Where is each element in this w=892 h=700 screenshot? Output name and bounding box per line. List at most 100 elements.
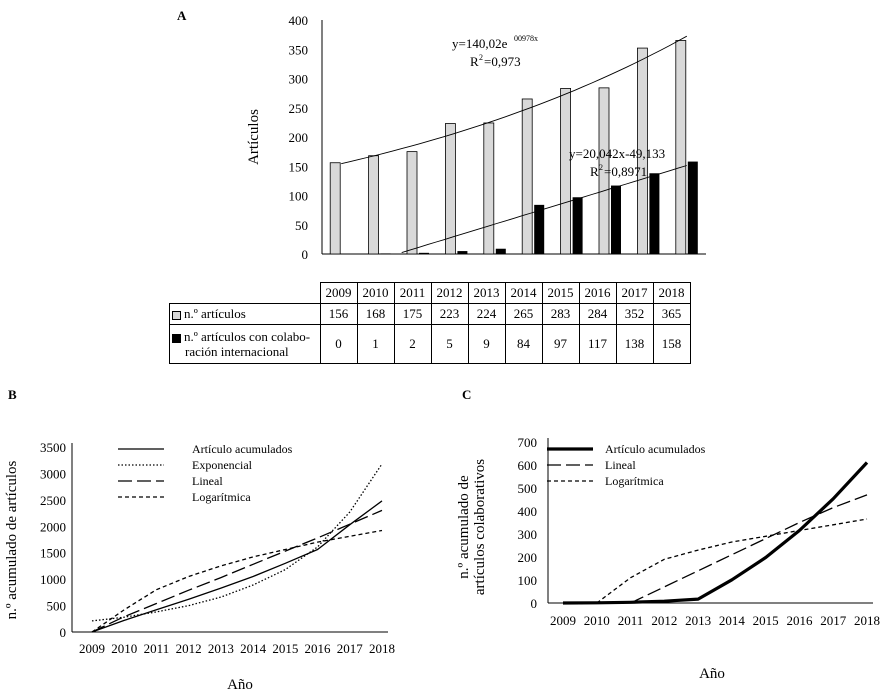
series-line-shortdash (596, 518, 868, 604)
r2-superscript: 2 (599, 163, 603, 172)
bar-collab (687, 161, 698, 254)
trend-equation-exp: y=140,02e (452, 36, 508, 51)
bar-articles (368, 155, 380, 255)
legend-label: Lineal (605, 458, 636, 472)
table-year-cell: 2009 (319, 282, 358, 304)
table-row-label: n.º artículos con colabo- ración interna… (169, 324, 321, 364)
bar-collab (457, 251, 468, 254)
y-tick-label: 300 (289, 72, 309, 87)
y-axis-title-line1: n.º acumulado de (456, 475, 472, 579)
r2-value-lin: =0,8971 (604, 164, 647, 179)
bar-collab (419, 252, 429, 254)
bar-collab (649, 173, 660, 254)
y-tick-label: 400 (289, 13, 309, 28)
y-tick-label: 3000 (40, 466, 66, 481)
bar-collab (534, 204, 545, 254)
series-name: n.º artículos (184, 306, 246, 321)
series-line-thick (562, 461, 869, 605)
y-tick-label: 500 (518, 481, 538, 496)
y-tick-label: 400 (518, 504, 538, 519)
panel-a-label: A (177, 8, 187, 23)
series-line-longdash (91, 509, 383, 633)
table-year-cell: 2017 (615, 282, 654, 304)
table-header-row: 2009 2010 2011 2012 2013 2014 2015 2016 … (169, 282, 691, 304)
x-tick-label: 2012 (176, 641, 202, 656)
x-tick-label: 2014 (240, 641, 267, 656)
table-row-articles: n.º artículos 156 168 175 223 224 265 28… (169, 303, 691, 325)
y-tick-label: 0 (60, 625, 67, 640)
y-axis-title-line2: artículos colaborativos (472, 459, 488, 595)
panel-c-label: C (462, 387, 472, 402)
x-tick-label: 2010 (111, 641, 137, 656)
table-cell: 84 (504, 324, 543, 364)
data-table: 2009 2010 2011 2012 2013 2014 2015 2016 … (169, 282, 691, 364)
y-tick-label: 200 (518, 550, 538, 565)
x-tick-label: 2018 (369, 641, 395, 656)
y-tick-label: 100 (518, 573, 538, 588)
y-tick-label: 150 (289, 159, 309, 174)
table-cell: 223 (430, 303, 469, 325)
r2-superscript: 2 (479, 53, 483, 62)
x-tick-label: 2010 (584, 613, 610, 628)
y-tick-label: 100 (289, 189, 309, 204)
table-year-cell: 2016 (578, 282, 617, 304)
series-line-shortdash (91, 529, 383, 633)
table-cell: 283 (541, 303, 580, 325)
y-tick-label: 300 (518, 527, 538, 542)
x-tick-label: 2016 (786, 613, 813, 628)
y-tick-label: 600 (518, 458, 538, 473)
bar-collab (572, 197, 583, 254)
table-cell: 158 (652, 324, 691, 364)
x-tick-label: 2013 (685, 613, 711, 628)
x-tick-label: 2013 (208, 641, 234, 656)
series-line-longdash (630, 494, 868, 604)
legend-label: Artículo acumulados (192, 442, 293, 456)
x-tick-label: 2017 (820, 613, 847, 628)
table-cell: 284 (578, 303, 617, 325)
bar-collab (495, 248, 506, 254)
x-tick-label: 2011 (618, 613, 644, 628)
table-cell: 156 (319, 303, 358, 325)
x-tick-label: 2015 (272, 641, 298, 656)
bar-articles (329, 162, 341, 255)
y-tick-label: 2500 (40, 493, 66, 508)
legend-label: Logarítmica (605, 474, 664, 488)
legend-label: Exponencial (192, 458, 253, 472)
x-axis-title: Año (699, 666, 725, 682)
legend-label: Lineal (192, 474, 223, 488)
r2-label-exp: R (470, 54, 479, 69)
table-cell: 168 (356, 303, 395, 325)
table-year-cell: 2011 (393, 282, 432, 304)
table-row-label: n.º artículos (169, 303, 321, 325)
table-cell: 9 (467, 324, 506, 364)
legend-swatch-gray (172, 310, 181, 320)
table-year-cell: 2012 (430, 282, 469, 304)
table-year-cell: 2018 (652, 282, 691, 304)
series-name-line1: n.º artículos con colabo- (184, 329, 311, 344)
bar-articles (675, 40, 687, 255)
trendline-exponential (341, 35, 688, 165)
bar-articles (521, 98, 533, 255)
bar-articles (637, 47, 648, 255)
series-line-solid (91, 500, 383, 633)
y-tick-label: 0 (302, 247, 309, 262)
y-tick-label: 2000 (40, 519, 66, 534)
table-cell: 224 (467, 303, 506, 325)
table-cell: 1 (356, 324, 395, 364)
y-tick-label: 1500 (40, 546, 66, 561)
table-year-cell: 2014 (504, 282, 543, 304)
trend-exponent: 00978x (514, 34, 538, 43)
panel-b-label: B (8, 387, 17, 402)
table-year-cell: 2010 (356, 282, 395, 304)
legend-swatch-black (172, 333, 181, 343)
bar-articles (444, 123, 456, 255)
table-cell: 0 (319, 324, 358, 364)
bar-articles (483, 122, 495, 255)
x-tick-label: 2009 (550, 613, 576, 628)
legend-label: Logarítmica (192, 490, 251, 504)
x-axis-title: Año (227, 677, 253, 693)
r2-label-lin: R (590, 164, 599, 179)
y-axis-title: Artículos (246, 109, 262, 165)
x-tick-label: 2011 (144, 641, 170, 656)
bar-collab (380, 253, 391, 254)
